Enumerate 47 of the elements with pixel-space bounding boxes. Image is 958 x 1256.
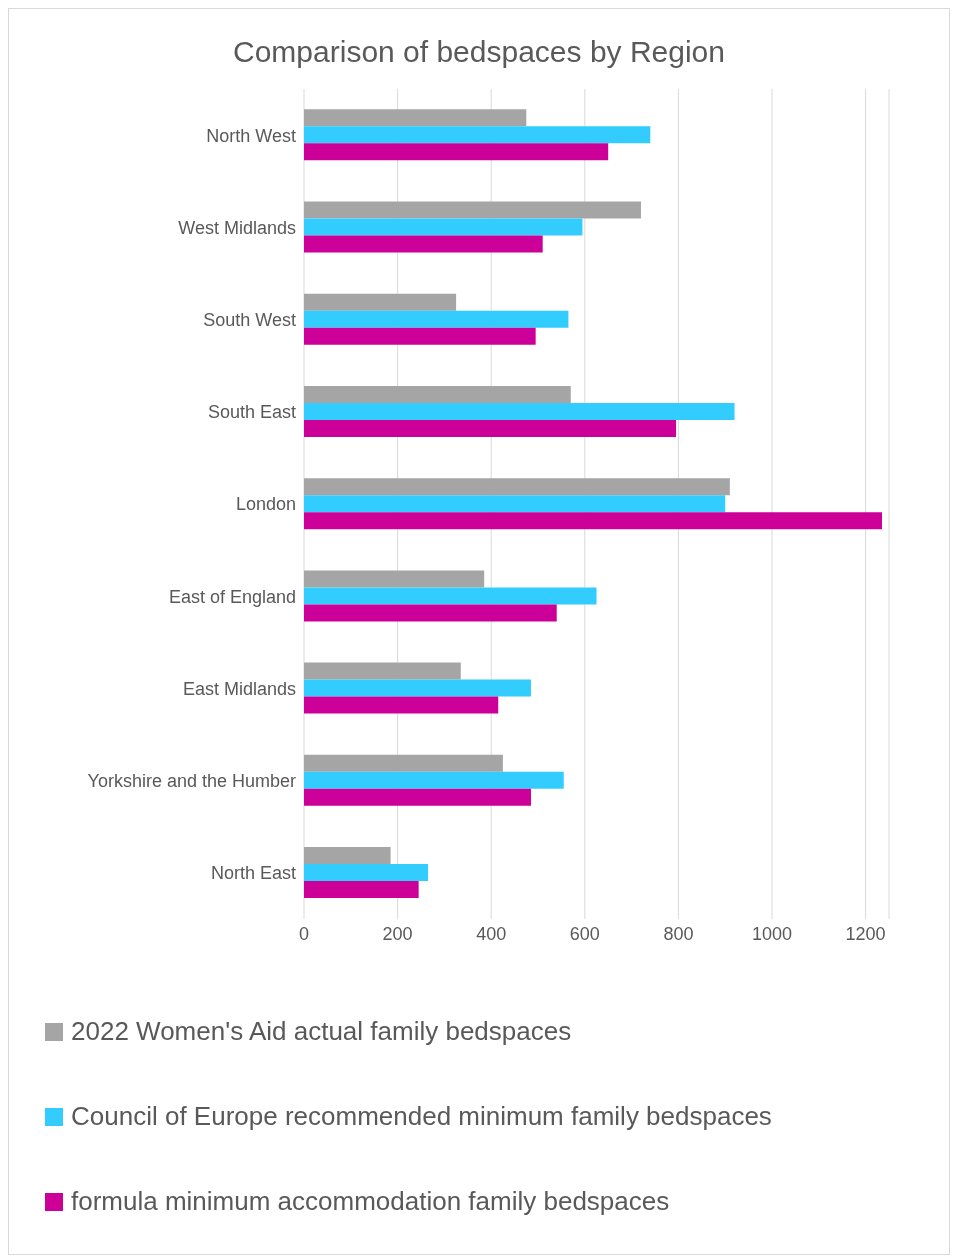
y-tick-label: West Midlands	[178, 217, 296, 238]
y-tick-label: Yorkshire and the Humber	[87, 771, 296, 792]
bar	[304, 754, 503, 772]
bar	[304, 327, 536, 345]
bar	[304, 570, 485, 588]
legend-label: 2022 Women's Aid actual family bedspaces	[71, 1016, 572, 1047]
bar	[304, 126, 651, 144]
bar	[304, 495, 726, 513]
chart-title: Comparison of bedspaces by Region	[232, 35, 726, 69]
y-tick-label: London	[235, 494, 296, 515]
bar	[304, 847, 391, 865]
bar	[304, 218, 583, 236]
bar	[304, 771, 564, 789]
bar	[304, 143, 609, 161]
bar	[304, 587, 597, 605]
x-tick-label: 400	[476, 923, 507, 944]
bar	[304, 293, 457, 311]
bar	[304, 235, 543, 253]
x-tick-label: 600	[569, 923, 600, 944]
bar	[304, 881, 419, 899]
x-tick-label: 200	[382, 923, 413, 944]
bar	[304, 385, 571, 403]
y-tick-label: North West	[206, 125, 296, 146]
legend-label: formula minimum accommodation family bedspaces	[71, 1186, 670, 1217]
bar	[304, 402, 735, 420]
y-tick-label: North East	[210, 863, 296, 884]
bar	[304, 864, 429, 882]
x-tick-label: 1200	[845, 923, 886, 944]
bar	[304, 201, 641, 219]
bar	[304, 604, 557, 622]
x-tick-label: 0	[298, 923, 310, 944]
bar	[304, 512, 882, 530]
y-tick-label: East of England	[168, 586, 296, 607]
y-tick-label: East Midlands	[182, 678, 296, 699]
bar	[304, 788, 531, 806]
y-tick-label: South East	[207, 402, 296, 423]
x-tick-label: 800	[663, 923, 694, 944]
x-tick-label: 1000	[751, 923, 793, 944]
bar	[304, 478, 730, 496]
bar	[304, 679, 531, 697]
bar	[304, 109, 527, 127]
bar	[304, 310, 569, 328]
bar	[304, 696, 499, 714]
legend-label: Council of Europe recommended minimum family bedspaces	[71, 1101, 772, 1132]
y-tick-label: South West	[203, 309, 296, 330]
bar	[304, 662, 461, 680]
bar	[304, 419, 677, 437]
